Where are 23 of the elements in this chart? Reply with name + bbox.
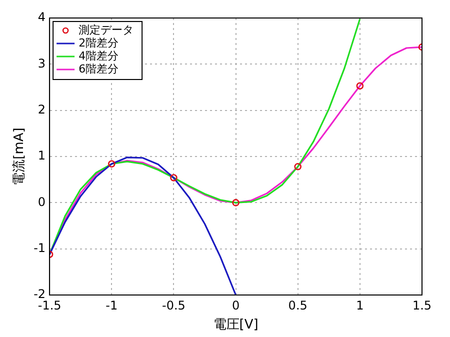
y-tick-label: 4	[38, 10, 46, 24]
x-tick-label: 0.5	[288, 298, 308, 312]
x-tick-label: 1	[356, 298, 364, 312]
legend-label: 2階差分	[78, 36, 119, 50]
x-axis-title: 電圧[V]	[213, 318, 258, 333]
y-tick-label: 0	[38, 194, 46, 209]
x-tick-label: 1.5	[412, 298, 432, 312]
point	[356, 82, 364, 90]
x-tick-label: -1	[106, 298, 118, 312]
point	[294, 163, 302, 170]
point	[170, 174, 178, 182]
y-tick-label: 1	[38, 148, 46, 163]
legend-label: 6階差分	[78, 62, 119, 76]
point	[232, 199, 240, 206]
legend-label: 4階差分	[78, 49, 119, 62]
x-tick-label: 0	[232, 298, 240, 312]
y-tick-label: 3	[38, 56, 46, 70]
legend-label: 測定データ	[78, 23, 134, 36]
x-tick-label: -0.5	[162, 298, 186, 312]
point	[108, 160, 116, 168]
y-tick-label: -1	[34, 240, 46, 255]
y-axis-title: 電流[mA]	[11, 128, 28, 186]
y-tick-label: 2	[38, 102, 46, 116]
